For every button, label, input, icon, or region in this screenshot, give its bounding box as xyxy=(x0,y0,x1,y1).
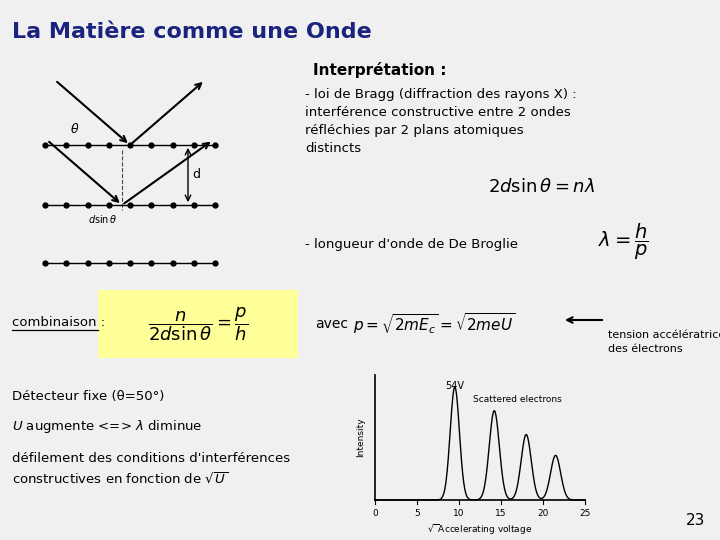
Text: 0: 0 xyxy=(372,509,378,518)
Text: tension accélératrice
des électrons: tension accélératrice des électrons xyxy=(608,330,720,354)
Text: combinaison :: combinaison : xyxy=(12,316,105,329)
Text: $\sqrt{\ }$Accelerating voltage: $\sqrt{\ }$Accelerating voltage xyxy=(428,522,533,537)
Text: $d\sin\theta$: $d\sin\theta$ xyxy=(88,213,117,225)
Text: La Matière comme une Onde: La Matière comme une Onde xyxy=(12,22,372,42)
Text: Interprétation :: Interprétation : xyxy=(313,62,446,78)
Text: 20: 20 xyxy=(537,509,549,518)
Text: $2d\sin\theta = n\lambda$: $2d\sin\theta = n\lambda$ xyxy=(488,178,595,196)
Text: Intensity: Intensity xyxy=(356,417,366,457)
Text: Scattered electrons: Scattered electrons xyxy=(474,395,562,404)
Text: 5: 5 xyxy=(414,509,420,518)
Text: 54V: 54V xyxy=(445,381,464,391)
Text: Détecteur fixe (θ=50°): Détecteur fixe (θ=50°) xyxy=(12,390,164,403)
Text: $\theta$: $\theta$ xyxy=(70,122,79,136)
Text: $\dfrac{n}{2d\sin\theta} = \dfrac{p}{h}$: $\dfrac{n}{2d\sin\theta} = \dfrac{p}{h}$ xyxy=(148,305,248,343)
Text: $\mathit{U}$ augmente <=> $\lambda$ diminue: $\mathit{U}$ augmente <=> $\lambda$ dimi… xyxy=(12,418,202,435)
Text: - longueur d'onde de De Broglie: - longueur d'onde de De Broglie xyxy=(305,238,518,251)
Text: 25: 25 xyxy=(580,509,590,518)
Text: 15: 15 xyxy=(495,509,507,518)
Text: $\lambda = \dfrac{h}{p}$: $\lambda = \dfrac{h}{p}$ xyxy=(598,222,649,262)
Text: - loi de Bragg (diffraction des rayons X) :
interférence constructive entre 2 on: - loi de Bragg (diffraction des rayons X… xyxy=(305,88,577,155)
Bar xyxy=(98,290,298,358)
Text: défilement des conditions d'interférences
constructives en fonction de $\sqrt{U}: défilement des conditions d'interférence… xyxy=(12,452,290,487)
Text: avec: avec xyxy=(315,317,348,331)
Text: 10: 10 xyxy=(454,509,464,518)
Text: $p = \sqrt{2mE_c} = \sqrt{2meU}$: $p = \sqrt{2mE_c} = \sqrt{2meU}$ xyxy=(353,312,515,336)
Text: d: d xyxy=(192,168,200,181)
Text: 23: 23 xyxy=(685,513,705,528)
